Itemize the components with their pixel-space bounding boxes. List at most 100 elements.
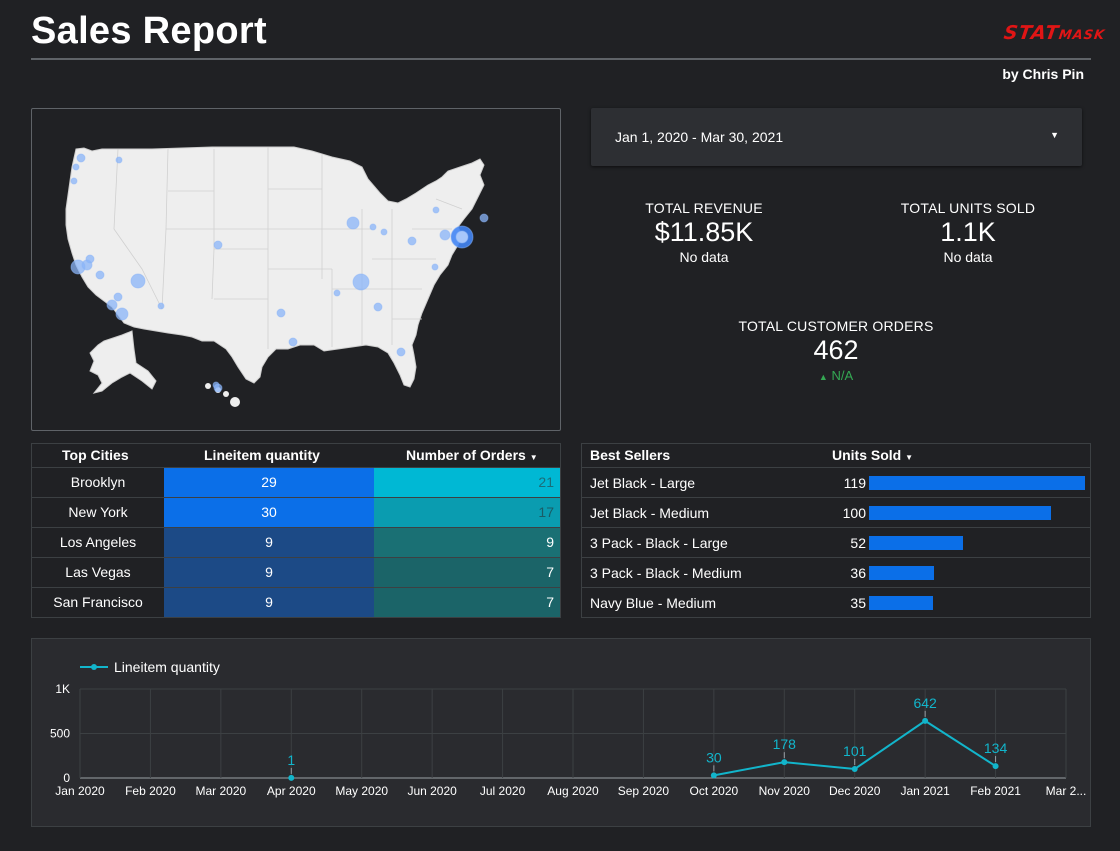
table-row[interactable]: 3 Pack - Black - Medium 36 bbox=[582, 557, 1090, 587]
table-row[interactable]: San Francisco 9 7 bbox=[32, 587, 560, 617]
quantity-cell: 30 bbox=[164, 498, 374, 527]
x-tick-label: Jan 2020 bbox=[55, 784, 105, 798]
x-tick-label: Mar 2... bbox=[1046, 784, 1087, 798]
units-bar bbox=[869, 506, 1051, 520]
city-cell: Brooklyn bbox=[70, 474, 126, 490]
col-header-orders[interactable]: Number of Orders ▼ bbox=[406, 444, 538, 467]
top-cities-table: Top Cities Lineitem quantity Number of O… bbox=[31, 443, 561, 618]
orders-cell: 21 bbox=[374, 468, 560, 497]
state-boundaries bbox=[113, 147, 463, 349]
data-point bbox=[710, 772, 717, 779]
quantity-cell: 9 bbox=[164, 558, 374, 587]
quantity-cell: 9 bbox=[164, 588, 374, 617]
kpi-label: TOTAL UNITS SOLD bbox=[900, 200, 1036, 216]
hawaii-shape bbox=[205, 383, 240, 407]
city-cell: Las Vegas bbox=[65, 564, 131, 580]
table-row[interactable]: 3 Pack - Black - Large 52 bbox=[582, 527, 1090, 557]
city-cell: New York bbox=[68, 504, 128, 520]
kpi-comparison: No data bbox=[679, 249, 729, 265]
kpi-total-revenue: TOTAL REVENUE $11.85K No data bbox=[624, 200, 784, 265]
col-header-city[interactable]: Top Cities bbox=[62, 447, 129, 463]
units-bar bbox=[869, 596, 933, 610]
data-point bbox=[992, 763, 999, 770]
x-tick-label: May 2020 bbox=[335, 784, 388, 798]
kpi-label: TOTAL CUSTOMER ORDERS bbox=[738, 318, 934, 334]
product-name-cell: 3 Pack - Black - Large bbox=[590, 535, 728, 551]
units-value-cell: 119 bbox=[843, 475, 866, 491]
x-tick-label: Jul 2020 bbox=[480, 784, 526, 798]
table-row[interactable]: New York 30 17 bbox=[32, 497, 560, 527]
data-label: 178 bbox=[773, 736, 797, 752]
data-label: 134 bbox=[984, 740, 1008, 756]
units-bar bbox=[869, 536, 963, 550]
legend-marker bbox=[91, 664, 97, 670]
author-byline: by Chris Pin bbox=[1002, 66, 1084, 82]
city-cell: San Francisco bbox=[53, 594, 143, 610]
best-sellers-table: Best Sellers Units Sold ▼ Jet Black - La… bbox=[581, 443, 1091, 618]
quantity-cell: 29 bbox=[164, 468, 374, 497]
legend-label: Lineitem quantity bbox=[114, 659, 220, 675]
x-tick-label: Mar 2020 bbox=[196, 784, 247, 798]
lineitem-quantity-chart: 0 500 1K Jan 2020 Feb 2020 Mar 2020 Apr 2020 Ma… bbox=[31, 638, 1091, 827]
kpi-comparison: No data bbox=[943, 249, 993, 265]
date-range-label: Jan 1, 2020 - Mar 30, 2021 bbox=[615, 129, 784, 145]
product-name-cell: 3 Pack - Black - Medium bbox=[590, 565, 742, 581]
units-bar bbox=[869, 566, 934, 580]
line-chart-svg: 0 500 1K Jan 2020 Feb 2020 Mar 2020 Apr 2020 Ma… bbox=[50, 659, 1087, 798]
x-tick-label: Feb 2020 bbox=[125, 784, 176, 798]
product-name-cell: Navy Blue - Medium bbox=[590, 595, 717, 611]
table-row[interactable]: Jet Black - Medium 100 bbox=[582, 497, 1090, 527]
geo-bubble-map[interactable] bbox=[31, 108, 561, 431]
x-tick-label: Aug 2020 bbox=[547, 784, 599, 798]
page-title: Sales Report bbox=[31, 10, 267, 52]
kpi-comparison-text: N/A bbox=[831, 368, 854, 383]
us-map-svg bbox=[65, 146, 489, 407]
product-name-cell: Jet Black - Medium bbox=[590, 505, 710, 521]
table-row[interactable]: Los Angeles 9 9 bbox=[32, 527, 560, 557]
date-range-filter[interactable]: Jan 1, 2020 - Mar 30, 2021 ▼ bbox=[591, 108, 1082, 166]
table-row[interactable]: Brooklyn 29 21 bbox=[32, 467, 560, 497]
table-row[interactable]: Jet Black - Large 119 bbox=[582, 467, 1090, 497]
data-label: 1 bbox=[287, 752, 295, 768]
kpi-total-units-sold: TOTAL UNITS SOLD 1.1K No data bbox=[888, 200, 1048, 265]
table-row[interactable]: Las Vegas 9 7 bbox=[32, 557, 560, 587]
col-header-best-sellers[interactable]: Best Sellers bbox=[590, 447, 671, 463]
city-cell: Los Angeles bbox=[59, 534, 137, 550]
caret-down-icon[interactable]: ▼ bbox=[905, 453, 914, 462]
statmask-logo: STATMASK bbox=[1002, 22, 1107, 44]
table-row[interactable]: Navy Blue - Medium 35 bbox=[582, 587, 1090, 617]
x-tick-label: Jan 2021 bbox=[900, 784, 950, 798]
arrow-up-icon: ▲ bbox=[818, 372, 828, 382]
kpi-total-customer-orders: TOTAL CUSTOMER ORDERS 462 ▲ N/A bbox=[721, 318, 951, 383]
x-tick-label: Sep 2020 bbox=[618, 784, 670, 798]
x-tick-label: Oct 2020 bbox=[690, 784, 739, 798]
orders-cell: 17 bbox=[374, 498, 560, 527]
caret-down-icon[interactable]: ▼ bbox=[1050, 130, 1059, 140]
col-header-units-sold[interactable]: Units Sold ▼ bbox=[832, 444, 913, 467]
x-tick-label: Feb 2021 bbox=[970, 784, 1021, 798]
units-bar bbox=[869, 476, 1085, 490]
y-tick-label: 1K bbox=[55, 682, 70, 696]
units-value-cell: 100 bbox=[842, 505, 866, 521]
data-point bbox=[288, 774, 295, 781]
x-tick-label: Apr 2020 bbox=[267, 784, 316, 798]
map-bubbles bbox=[70, 153, 489, 393]
y-tick-label: 0 bbox=[63, 771, 70, 785]
quantity-cell: 9 bbox=[164, 528, 374, 557]
units-value-cell: 36 bbox=[850, 565, 866, 581]
col-header-quantity[interactable]: Lineitem quantity bbox=[204, 447, 320, 463]
data-point bbox=[851, 766, 858, 773]
orders-cell: 7 bbox=[374, 558, 560, 587]
x-tick-label: Dec 2020 bbox=[829, 784, 881, 798]
logo-text-main: STAT bbox=[1002, 22, 1061, 44]
col-header-units-label: Units Sold bbox=[832, 447, 902, 463]
logo-text-small: MASK bbox=[1057, 28, 1107, 43]
caret-down-icon[interactable]: ▼ bbox=[529, 453, 538, 462]
x-tick-label: Nov 2020 bbox=[759, 784, 811, 798]
data-point bbox=[922, 717, 929, 724]
col-header-orders-label: Number of Orders bbox=[406, 447, 526, 463]
kpi-value: 1.1K bbox=[940, 217, 996, 247]
data-label: 642 bbox=[913, 695, 937, 711]
kpi-comparison: ▲ N/A bbox=[721, 368, 951, 383]
kpi-value: $11.85K bbox=[654, 217, 754, 247]
